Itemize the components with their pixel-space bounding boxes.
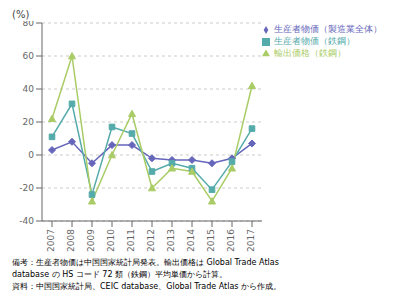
- svg-text:2017: 2017: [246, 229, 256, 252]
- svg-text:-20: -20: [19, 183, 34, 193]
- svg-text:60: 60: [23, 51, 35, 61]
- svg-text:20: 20: [23, 117, 35, 127]
- html-text:資料：中国国家統計局、CEIC database、Globa: 資料：中国国家統計局、CEIC database、Global Trade At…: [12, 282, 281, 291]
- svg-text:0: 0: [28, 150, 34, 160]
- svg-text:2008: 2008: [66, 229, 76, 252]
- svg-text:40: 40: [23, 84, 35, 94]
- svg-text:2016: 2016: [226, 229, 236, 252]
- html-text:輸出価格（鉄鋼）: 輸出価格（鉄鋼）: [274, 48, 346, 58]
- svg-text:2012: 2012: [146, 229, 156, 252]
- svg-text:2011: 2011: [126, 229, 136, 252]
- html-text:生産者物価（鉄鋼）: 生産者物価（鉄鋼）: [274, 36, 355, 46]
- svg-text:80: 80: [23, 21, 35, 28]
- html-text:備考：生産者物価は中国国家統計局発表。輸出価格は Globa: 備考：生産者物価は中国国家統計局発表。輸出価格は Global Trade At…: [12, 258, 279, 267]
- svg-text:2013: 2013: [166, 229, 176, 252]
- svg-text:2007: 2007: [46, 229, 56, 252]
- svg-text:2009: 2009: [86, 229, 96, 252]
- svg-text:2014: 2014: [186, 229, 196, 252]
- svg-text:2010: 2010: [106, 229, 116, 252]
- svg-text:-40: -40: [19, 216, 34, 226]
- html-text:database の HS コード 72 類（鉄鋼）平均単価: database の HS コード 72 類（鉄鋼）平均単価から計算。: [12, 270, 228, 279]
- html-text:生産者物価（製造業全体）: 生産者物価（製造業全体）: [274, 24, 382, 34]
- svg-text:2015: 2015: [206, 229, 216, 252]
